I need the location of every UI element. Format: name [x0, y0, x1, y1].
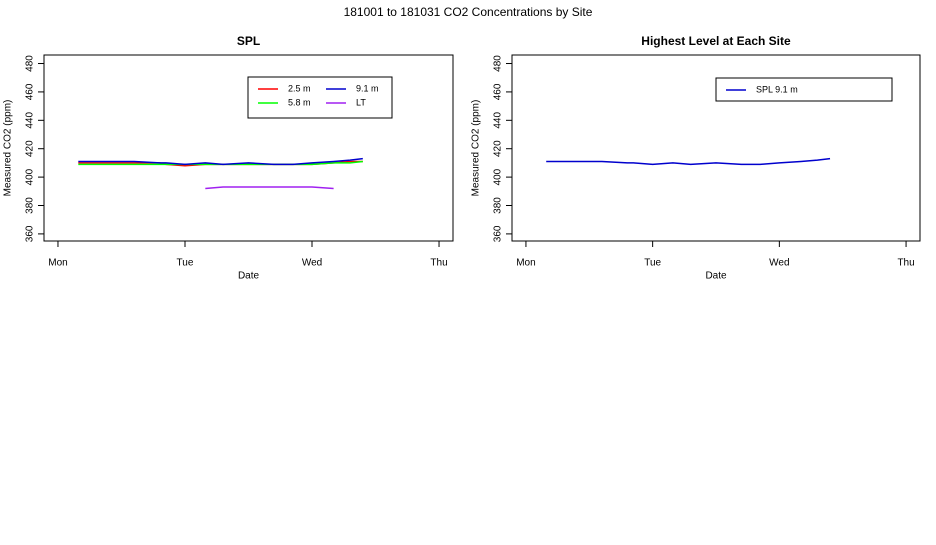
x-tick-label: Mon	[516, 258, 535, 269]
y-tick-label: 380	[493, 197, 504, 214]
series-line	[205, 186, 334, 190]
legend-label: 5.8 m	[288, 97, 311, 107]
plot-frame	[511, 54, 921, 242]
y-axis-label: Measured CO2 (ppm)	[3, 100, 14, 197]
y-tick-label: 440	[25, 112, 36, 129]
y-tick-label: 460	[25, 83, 36, 100]
y-tick-label: 460	[493, 83, 504, 100]
y-tick-label: 420	[25, 140, 36, 157]
panel-title: Highest Level at Each Site	[641, 34, 791, 48]
panel-title: SPL	[237, 34, 260, 48]
x-tick-label: Tue	[644, 258, 661, 269]
x-tick-label: Wed	[302, 258, 322, 269]
x-tick-label: Mon	[48, 258, 67, 269]
y-tick-label: 420	[493, 140, 504, 157]
y-tick-label: 480	[493, 55, 504, 72]
plot-frame	[43, 54, 454, 242]
y-tick-label: 400	[25, 168, 36, 185]
legend-box	[715, 77, 893, 102]
y-tick-label: 380	[25, 197, 36, 214]
legend-label: 2.5 m	[288, 83, 311, 93]
x-tick-label: Wed	[769, 258, 789, 269]
x-tick-label: Thu	[897, 258, 914, 269]
y-tick-label: 360	[493, 225, 504, 242]
y-tick-label: 480	[25, 55, 36, 72]
y-tick-label: 440	[493, 112, 504, 129]
series-line	[546, 157, 831, 166]
legend-label: LT	[356, 97, 366, 107]
y-tick-label: 400	[493, 168, 504, 185]
x-axis-label: Date	[705, 271, 727, 282]
y-axis-label: Measured CO2 (ppm)	[471, 100, 482, 197]
super-title: 181001 to 181031 CO2 Concentrations by S…	[344, 5, 593, 19]
legend-label: 9.1 m	[356, 83, 379, 93]
legend-box	[247, 76, 393, 119]
x-axis-label: Date	[238, 271, 260, 282]
x-tick-label: Tue	[177, 258, 194, 269]
y-tick-label: 360	[25, 225, 36, 242]
legend-label: SPL 9.1 m	[756, 84, 798, 94]
x-tick-label: Thu	[430, 258, 447, 269]
series-line	[78, 157, 363, 166]
